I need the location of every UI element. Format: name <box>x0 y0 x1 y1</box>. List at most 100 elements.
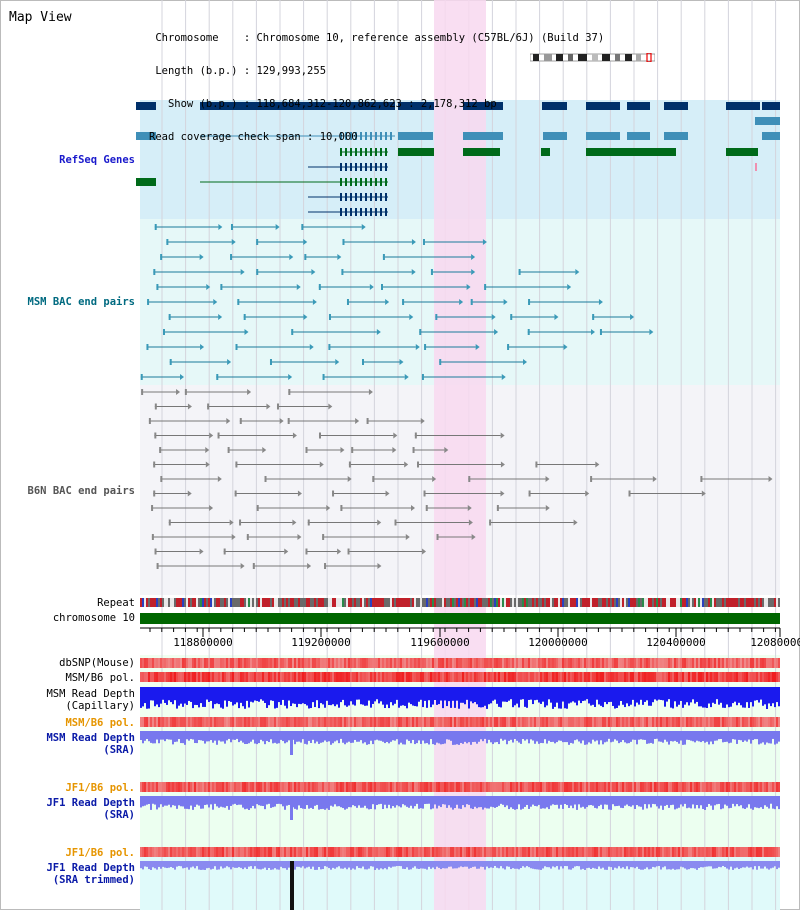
heat-cell <box>548 658 550 668</box>
heat-cell <box>302 658 304 668</box>
heat-cell <box>674 672 676 682</box>
heat-cell <box>316 717 318 727</box>
heat-cell <box>154 658 156 668</box>
depth-tracks[interactable] <box>140 687 780 910</box>
repeat-cell <box>742 598 744 607</box>
msm-bac-track[interactable] <box>140 224 654 380</box>
heat-cell <box>212 658 214 668</box>
jf1-b6-pol-trimmed-label[interactable]: JF1/B6 pol. <box>65 847 135 859</box>
heat-cell <box>530 717 532 727</box>
heat-cell <box>328 717 330 727</box>
depth-bar <box>742 861 744 868</box>
heat-cell <box>420 782 422 792</box>
depth-bar <box>228 861 230 868</box>
repeat-cell <box>324 598 326 607</box>
heat-cell <box>208 672 210 682</box>
heat-cell <box>558 672 560 682</box>
heat-cell <box>384 717 386 727</box>
depth-bar <box>310 861 312 869</box>
depth-bar <box>274 687 276 709</box>
repeat-label[interactable]: Repeat <box>97 597 135 609</box>
heat-cell <box>340 672 342 682</box>
heat-cell <box>194 658 196 668</box>
bac-end-arrow <box>411 269 416 275</box>
heat-cell <box>774 717 776 727</box>
heat-cell <box>400 672 402 682</box>
heat-cell <box>654 658 656 668</box>
heat-cell <box>598 782 600 792</box>
heat-cell <box>488 782 490 792</box>
depth-bar <box>382 796 384 810</box>
depth-bar <box>354 731 356 740</box>
depth-bar <box>752 731 754 741</box>
heat-cell <box>248 782 250 792</box>
depth-bar <box>672 861 674 869</box>
heat-cell <box>362 672 364 682</box>
heat-cell <box>728 658 730 668</box>
heat-cell <box>456 847 458 857</box>
heat-cell <box>322 847 324 857</box>
repeat-cell <box>212 598 214 607</box>
heat-cell <box>510 717 512 727</box>
heat-tracks[interactable] <box>140 658 780 857</box>
heat-cell <box>464 782 466 792</box>
heat-cell <box>228 672 230 682</box>
show-label: Show (b.p.) <box>167 98 238 110</box>
repeat-cell <box>142 598 144 607</box>
jf1-depth-sra-label[interactable]: JF1 Read Depth (SRA) <box>46 797 135 821</box>
b6n-bac-label[interactable]: B6N BAC end pairs <box>27 485 135 497</box>
repeat-cell <box>692 598 694 607</box>
heat-cell <box>498 782 500 792</box>
dbsnp-label[interactable]: dbSNP(Mouse) <box>59 657 135 669</box>
heat-cell <box>608 717 610 727</box>
heat-cell <box>390 847 392 857</box>
b6n-bac-track[interactable] <box>141 389 773 569</box>
depth-bar <box>470 731 472 745</box>
repeat-cell <box>596 598 598 607</box>
heat-cell <box>640 782 642 792</box>
jf1-depth-trimmed-label[interactable]: JF1 Read Depth (SRA trimmed) <box>46 862 135 886</box>
heat-cell <box>628 658 630 668</box>
heat-cell <box>750 847 752 857</box>
depth-bar <box>268 731 270 743</box>
heat-cell <box>504 717 506 727</box>
chromosome-ideogram[interactable] <box>530 53 655 62</box>
heat-cell <box>508 672 510 682</box>
heat-cell <box>202 847 204 857</box>
heat-cell <box>734 782 736 792</box>
refseq-genes-label[interactable]: RefSeq Genes <box>59 154 135 166</box>
depth-bar <box>440 861 442 870</box>
msm-b6-pol-sra-label[interactable]: MSM/B6 pol. <box>65 717 135 729</box>
depth-bar <box>452 687 454 701</box>
msm-depth-sra-label[interactable]: MSM Read Depth (SRA) <box>46 732 135 756</box>
repeat-cell <box>364 598 366 607</box>
repeat-cell <box>280 598 282 607</box>
depth-bar <box>248 687 250 708</box>
msm-depth-capillary-label[interactable]: MSM Read Depth (Capillary) <box>46 688 135 712</box>
chromosome-label-track[interactable]: chromosome 10 <box>52 612 135 624</box>
depth-bar <box>198 861 200 870</box>
refseq-genes-track[interactable] <box>136 102 780 216</box>
depth-bar <box>372 731 374 745</box>
repeat-cell <box>276 598 278 607</box>
repeat-track[interactable] <box>140 598 780 607</box>
depth-bar <box>630 796 632 807</box>
jf1-b6-pol-label[interactable]: JF1/B6 pol. <box>65 782 135 794</box>
depth-bar <box>340 731 342 739</box>
msm-bac-label[interactable]: MSM BAC end pairs <box>27 296 135 308</box>
depth-bar <box>260 796 262 806</box>
depth-bar <box>236 731 238 739</box>
heat-cell <box>536 658 538 668</box>
chromosome-bar[interactable] <box>140 613 780 624</box>
depth-bar <box>680 861 682 867</box>
msm-b6-pol-label[interactable]: MSM/B6 pol. <box>65 672 135 684</box>
heat-cell <box>768 717 770 727</box>
heat-cell <box>624 658 626 668</box>
heat-cell <box>238 782 240 792</box>
heat-cell <box>626 658 628 668</box>
heat-cell <box>152 658 154 668</box>
bac-end-arrow <box>297 534 302 540</box>
depth-bar <box>280 687 282 705</box>
depth-bar <box>710 687 712 708</box>
